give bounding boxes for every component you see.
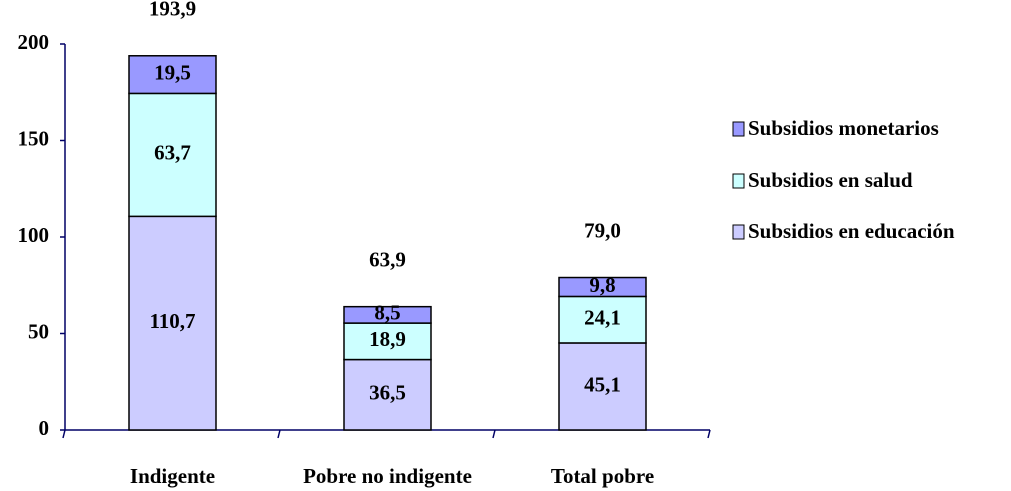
y-tick-label: 200 — [18, 30, 50, 54]
value-label: 18,9 — [369, 327, 406, 351]
bar-segment — [128, 92, 217, 218]
value-label: 24,1 — [584, 306, 621, 330]
value-label: 8,5 — [374, 301, 400, 325]
bar-segment — [558, 342, 647, 431]
x-tick — [707, 429, 711, 439]
y-tick-label: 150 — [18, 126, 50, 150]
y-tick-label: 100 — [18, 223, 50, 247]
x-tick — [492, 429, 496, 439]
x-tick-label: Indigente — [130, 464, 215, 488]
y-tick-label: 50 — [28, 319, 49, 343]
bar-segment — [343, 305, 432, 324]
value-label: 19,5 — [154, 60, 191, 84]
y-tick-label: 0 — [39, 416, 50, 440]
legend-label: Subsidios en educación — [748, 219, 955, 243]
value-label: 9,8 — [589, 273, 615, 297]
legend-label: Subsidios monetarios — [748, 116, 939, 140]
bar-segment — [558, 295, 647, 344]
x-tick-label: Pobre no indigente — [303, 464, 472, 488]
value-label: 36,5 — [369, 381, 406, 405]
legend-swatch — [732, 121, 745, 137]
bar-segment — [343, 322, 432, 361]
total-label: 79,0 — [584, 218, 621, 242]
total-label: 63,9 — [369, 247, 406, 271]
value-label: 45,1 — [584, 372, 621, 396]
value-label: 63,7 — [154, 141, 191, 165]
value-label: 110,7 — [149, 309, 195, 333]
legend-label: Subsidios en salud — [748, 168, 913, 192]
total-label: 193,9 — [149, 0, 196, 21]
x-tick — [277, 429, 281, 439]
bar-segment — [558, 276, 647, 298]
legend-swatch — [732, 224, 745, 240]
x-tick — [62, 429, 66, 439]
legend-swatch — [732, 173, 745, 189]
bar-segment — [343, 358, 432, 431]
x-tick-label: Total pobre — [551, 464, 654, 488]
bar-segment — [128, 215, 217, 431]
bar-segment — [128, 55, 217, 95]
